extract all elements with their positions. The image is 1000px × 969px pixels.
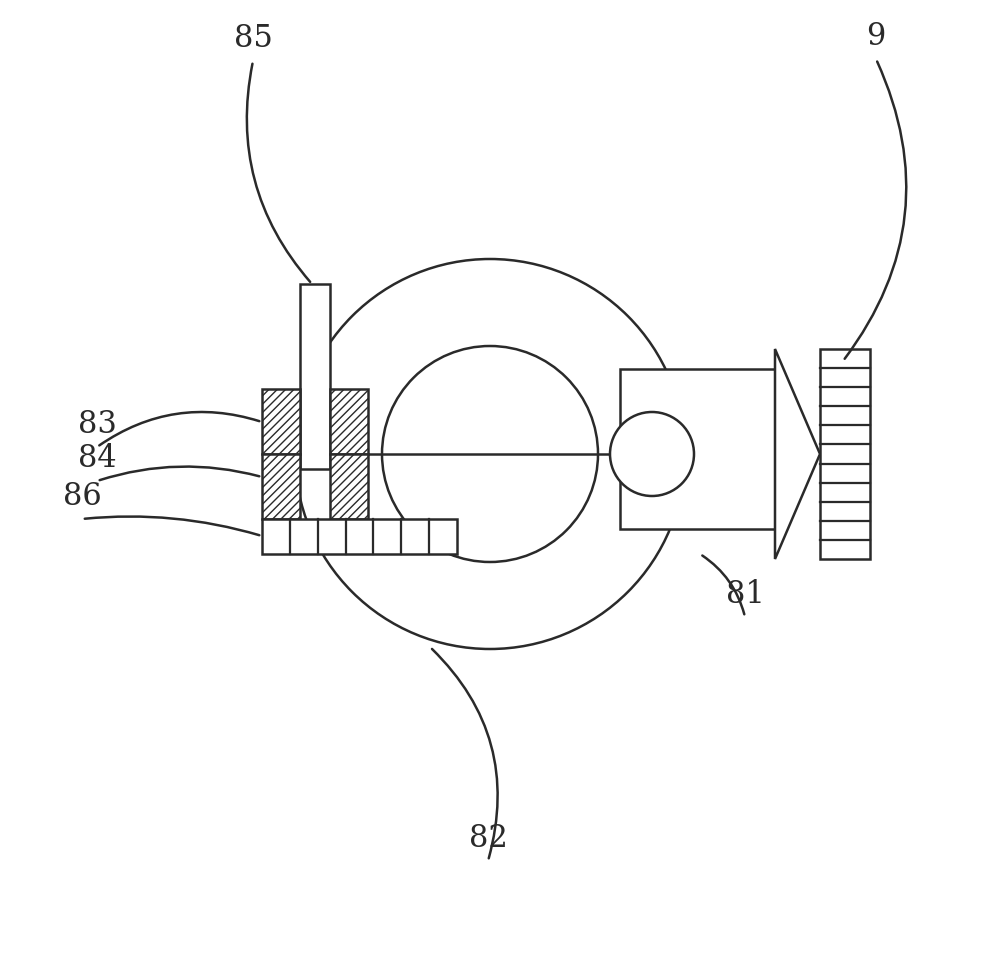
Bar xyxy=(820,350,870,559)
Bar xyxy=(330,454,368,519)
FancyArrowPatch shape xyxy=(845,62,906,359)
Polygon shape xyxy=(775,350,820,559)
Text: 83: 83 xyxy=(78,409,116,440)
Bar xyxy=(620,369,775,529)
Text: 86: 86 xyxy=(63,481,101,512)
Bar xyxy=(330,390,368,454)
FancyArrowPatch shape xyxy=(99,413,259,446)
Text: 84: 84 xyxy=(78,443,116,474)
Bar xyxy=(262,519,457,554)
FancyArrowPatch shape xyxy=(85,516,259,536)
Circle shape xyxy=(610,413,694,496)
Text: 9: 9 xyxy=(866,21,886,52)
Bar xyxy=(262,454,300,519)
Bar xyxy=(262,390,300,454)
FancyArrowPatch shape xyxy=(432,649,498,859)
Bar xyxy=(300,285,330,470)
FancyArrowPatch shape xyxy=(247,65,310,283)
Text: 82: 82 xyxy=(469,822,507,853)
Text: 81: 81 xyxy=(726,578,764,610)
FancyArrowPatch shape xyxy=(100,467,259,481)
FancyArrowPatch shape xyxy=(702,556,744,614)
Text: 85: 85 xyxy=(234,23,272,54)
